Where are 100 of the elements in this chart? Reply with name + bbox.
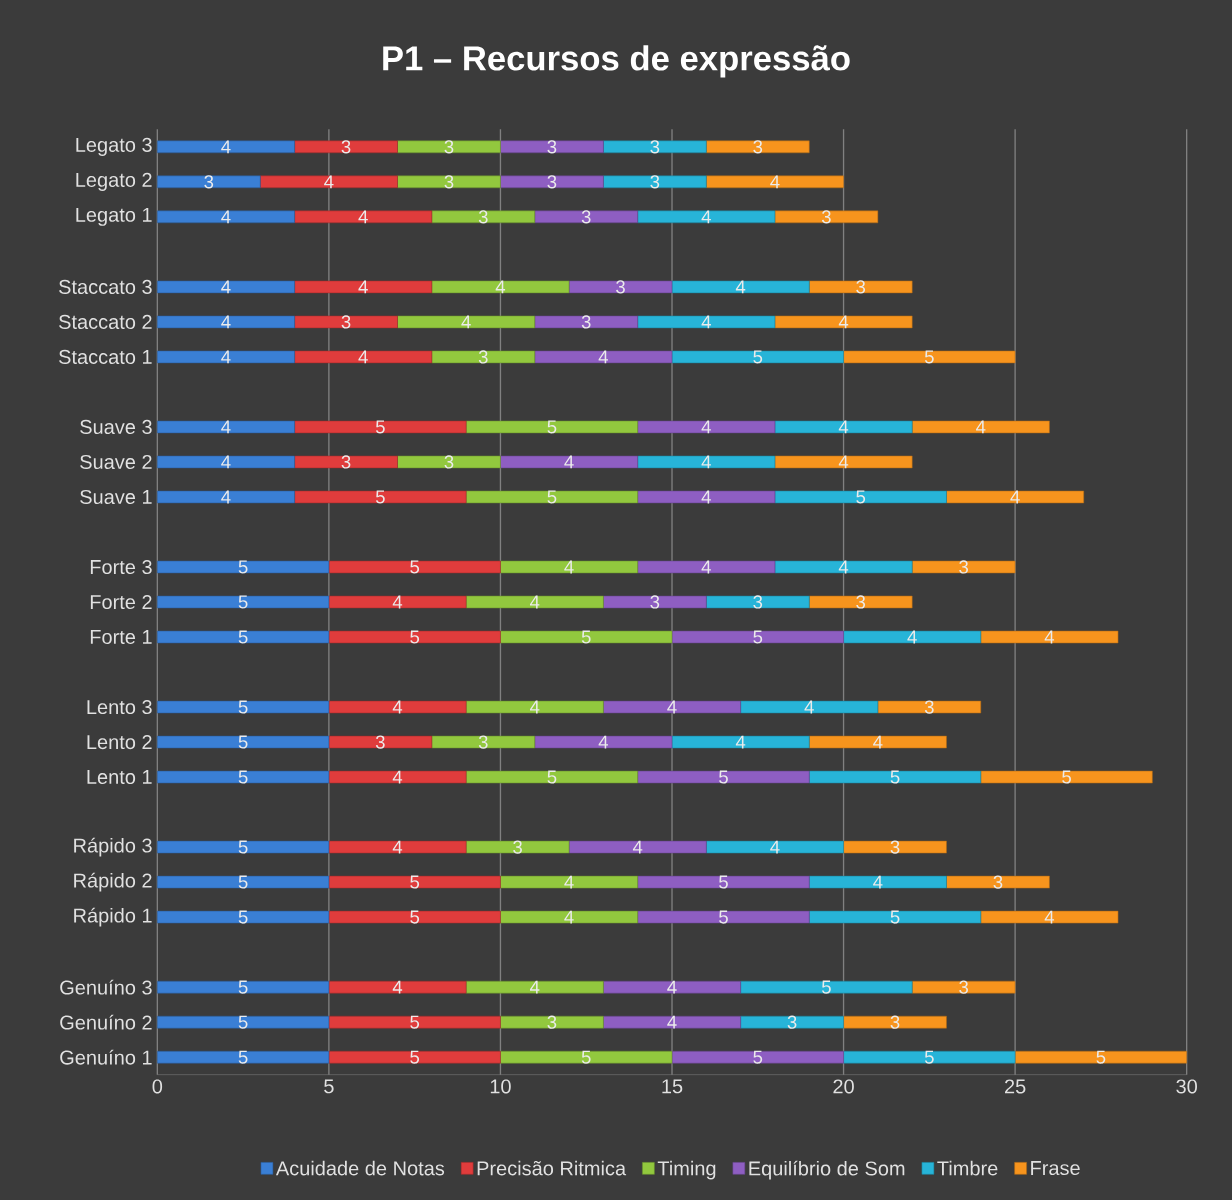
bar (808, 875, 947, 889)
legend-label: Equilíbrio de Som (749, 1160, 905, 1180)
bar (431, 735, 536, 749)
data-label: 4 (495, 280, 506, 294)
data-label: 3 (650, 175, 660, 189)
bar (911, 420, 1050, 434)
data-label: 5 (753, 350, 763, 364)
data-label: 4 (770, 175, 780, 189)
y-tick-label: Staccato 2 (59, 314, 152, 329)
bar (603, 595, 707, 609)
data-label: 4 (529, 980, 540, 994)
data-label: 5 (238, 1015, 248, 1029)
data-label: 5 (753, 1050, 763, 1064)
bar (671, 1050, 844, 1064)
data-label: 4 (598, 735, 609, 749)
bar (706, 840, 844, 854)
bar (808, 595, 913, 609)
data-label: 3 (204, 175, 214, 189)
bar (637, 315, 776, 329)
legend-label: Timbre (937, 1160, 998, 1176)
data-label: 3 (444, 175, 454, 189)
data-label: 5 (238, 1050, 248, 1064)
bar (774, 455, 913, 469)
bar (328, 770, 467, 784)
data-label: 4 (221, 140, 231, 154)
bar (431, 280, 570, 294)
y-tick-label: Lento 1 (87, 770, 152, 785)
bar (500, 140, 604, 154)
bar (808, 280, 913, 294)
data-label: 3 (478, 210, 488, 224)
x-tick-label: 15 (662, 1079, 683, 1094)
data-label: 4 (735, 280, 746, 294)
data-label: 5 (238, 980, 248, 994)
data-label: 4 (667, 700, 677, 714)
data-label: 5 (1096, 1050, 1106, 1064)
bar (843, 630, 982, 644)
bar (946, 875, 1050, 889)
data-label: 4 (701, 315, 711, 329)
bar (534, 735, 673, 749)
data-label: 4 (358, 210, 368, 224)
y-tick-label: Genuíno 1 (60, 1049, 152, 1065)
data-label: 3 (856, 595, 866, 609)
bar (157, 175, 261, 189)
data-label: 5 (375, 490, 385, 504)
y-tick-label: Legato 1 (76, 207, 152, 226)
data-label: 4 (667, 1015, 677, 1029)
bar (157, 1015, 330, 1029)
data-label: 4 (564, 875, 574, 889)
data-label: 3 (547, 175, 557, 189)
data-label: 4 (564, 455, 574, 469)
x-tick-label: 30 (1176, 1079, 1197, 1094)
x-tick-label: 20 (833, 1079, 854, 1094)
bar (774, 490, 947, 504)
y-tick-label: Rápido 1 (74, 907, 152, 927)
data-label: 4 (701, 560, 711, 574)
data-label: 5 (238, 875, 248, 889)
bar (294, 140, 398, 154)
bar (328, 980, 467, 994)
data-label: 5 (410, 875, 420, 889)
bar (465, 700, 604, 714)
data-label: 5 (410, 910, 420, 924)
bar (157, 280, 295, 294)
bar (740, 1015, 844, 1029)
data-label: 3 (444, 140, 454, 154)
data-label: 4 (667, 980, 677, 994)
bar (568, 280, 673, 294)
bar (157, 980, 330, 994)
data-label: 4 (873, 875, 883, 889)
bar (157, 700, 330, 714)
bar (1014, 1050, 1187, 1064)
data-label: 3 (478, 735, 488, 749)
y-tick-label: Staccato 3 (59, 279, 152, 294)
bar (980, 910, 1119, 924)
bar (911, 560, 1016, 574)
bar (328, 595, 467, 609)
data-label: 5 (238, 560, 248, 574)
data-label: 3 (856, 280, 866, 294)
bar (157, 735, 330, 749)
bar (157, 490, 295, 504)
data-label: 3 (924, 700, 934, 714)
bar (157, 560, 330, 574)
data-label: 4 (701, 455, 711, 469)
data-label: 4 (735, 735, 746, 749)
bar (328, 700, 467, 714)
bar (603, 140, 707, 154)
bar (706, 140, 810, 154)
bar (637, 770, 810, 784)
data-label: 4 (838, 315, 849, 329)
bar (157, 630, 330, 644)
bar (637, 420, 776, 434)
bar (328, 875, 501, 889)
data-label: 4 (598, 350, 609, 364)
data-label: 5 (238, 910, 248, 924)
data-label: 4 (221, 315, 231, 329)
bar (397, 175, 501, 189)
data-label: 3 (341, 315, 351, 329)
bar (500, 1050, 673, 1064)
bar (946, 490, 1085, 504)
bar (637, 560, 776, 574)
bar (843, 1015, 947, 1029)
